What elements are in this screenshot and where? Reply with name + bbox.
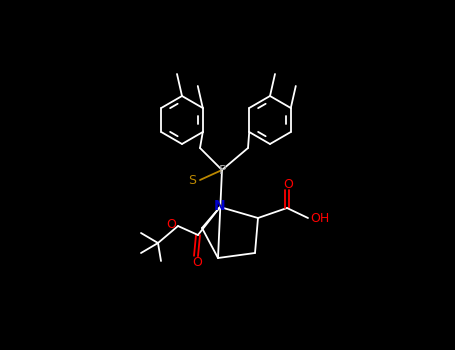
Text: O: O: [166, 218, 176, 231]
Text: N: N: [214, 199, 226, 213]
Text: O: O: [192, 257, 202, 270]
Text: P: P: [219, 163, 227, 176]
Text: O: O: [283, 177, 293, 190]
Text: OH: OH: [310, 211, 329, 224]
Text: S: S: [188, 175, 196, 188]
